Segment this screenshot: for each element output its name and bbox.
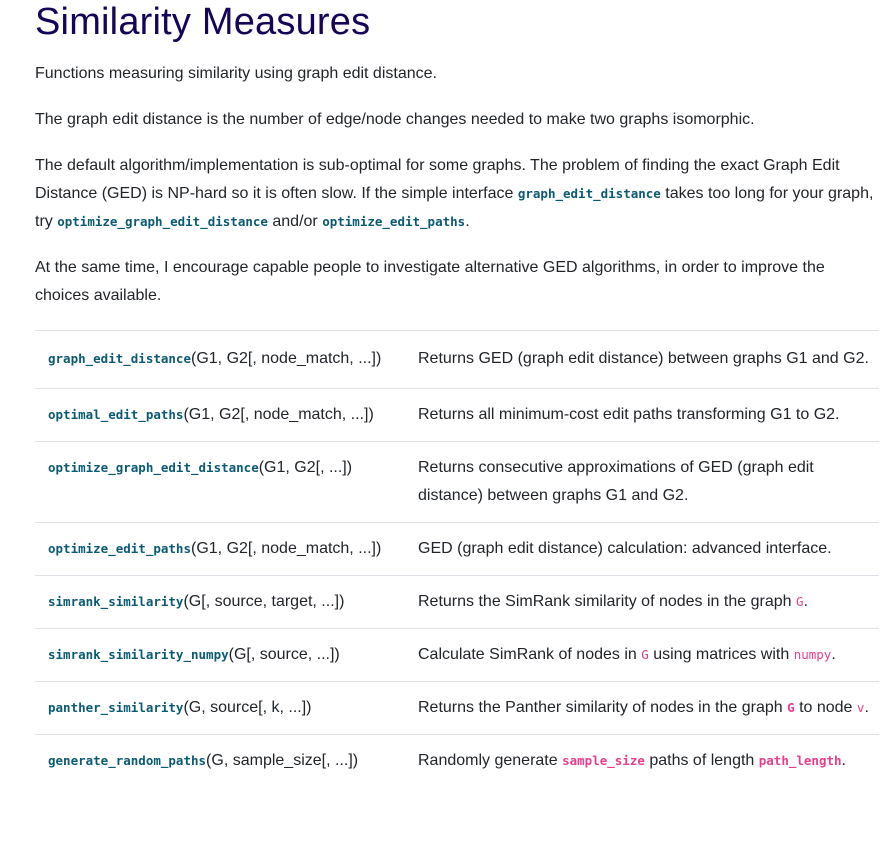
- default-text-1: The default algorithm/implementation is …: [35, 157, 840, 202]
- default-text-4: .: [465, 213, 470, 230]
- function-signature: optimize_edit_paths(G1, G2[, node_match,…: [35, 523, 418, 576]
- description-text: paths of length: [644, 752, 759, 769]
- description-text: .: [831, 646, 836, 663]
- function-link[interactable]: optimize_graph_edit_distance: [48, 460, 259, 475]
- description-text: to node: [794, 699, 857, 716]
- inline-code: path_length: [758, 753, 842, 768]
- description-text: Returns GED (graph edit distance) betwee…: [418, 350, 869, 367]
- function-signature: optimize_graph_edit_distance(G1, G2[, ..…: [35, 442, 418, 523]
- function-signature: simrank_similarity_numpy(G[, source, ...…: [35, 629, 418, 682]
- function-description: Calculate SimRank of nodes in G using ma…: [418, 629, 879, 682]
- function-link[interactable]: graph_edit_distance: [48, 351, 191, 366]
- function-signature: optimal_edit_paths(G1, G2[, node_match, …: [35, 389, 418, 442]
- function-args: (G[, source, ...]): [228, 646, 340, 663]
- function-description: Returns the SimRank similarity of nodes …: [418, 576, 879, 629]
- inline-code: G: [795, 594, 804, 609]
- table-row: optimal_edit_paths(G1, G2[, node_match, …: [35, 388, 879, 442]
- function-description: Randomly generate sample_size paths of l…: [418, 735, 879, 788]
- intro-paragraph: Functions measuring similarity using gra…: [35, 65, 437, 82]
- description-text: .: [864, 699, 869, 716]
- table-row: optimize_graph_edit_distance(G1, G2[, ..…: [35, 441, 879, 523]
- inline-code: sample_size: [562, 753, 645, 768]
- description-text: Randomly generate: [418, 752, 563, 769]
- table-row: graph_edit_distance(G1, G2[, node_match,…: [35, 330, 879, 389]
- description-text: .: [841, 752, 846, 769]
- inline-code: G: [787, 700, 795, 715]
- function-signature: simrank_similarity(G[, source, target, .…: [35, 576, 418, 629]
- function-args: (G1, G2[, node_match, ...]): [191, 350, 382, 367]
- function-link[interactable]: panther_similarity: [48, 700, 184, 715]
- table-row: generate_random_paths(G, sample_size[, .…: [35, 734, 879, 788]
- table-row: panther_similarity(G, source[, k, ...]) …: [35, 681, 879, 735]
- function-description: GED (graph edit distance) calculation: a…: [418, 523, 879, 576]
- page-content: Similarity Measures Functions measuring …: [35, 1, 879, 787]
- ged-definition-paragraph: The graph edit distance is the number of…: [35, 111, 755, 128]
- default-algorithm-paragraph: The default algorithm/implementation is …: [35, 152, 879, 236]
- function-args: (G1, G2[, node_match, ...]): [183, 406, 374, 423]
- optimize-graph-edit-distance-link[interactable]: optimize_graph_edit_distance: [57, 214, 268, 229]
- default-text-3: and/or: [267, 213, 323, 230]
- description-text: Calculate SimRank of nodes in: [418, 646, 642, 663]
- description-text: Returns all minimum-cost edit paths tran…: [418, 406, 840, 423]
- function-args: (G, source[, k, ...]): [183, 699, 312, 716]
- function-args: (G[, source, target, ...]): [183, 593, 345, 610]
- description-text: GED (graph edit distance) calculation: a…: [418, 540, 832, 557]
- function-link[interactable]: optimal_edit_paths: [48, 407, 184, 422]
- page-title: Similarity Measures: [35, 1, 371, 43]
- table-row: simrank_similarity_numpy(G[, source, ...…: [35, 628, 879, 682]
- description-text: Returns the SimRank similarity of nodes …: [418, 593, 796, 610]
- function-args: (G, sample_size[, ...]): [206, 752, 359, 769]
- function-link[interactable]: simrank_similarity_numpy: [48, 647, 229, 662]
- graph-edit-distance-link[interactable]: graph_edit_distance: [517, 186, 661, 201]
- function-link[interactable]: optimize_edit_paths: [48, 541, 191, 556]
- function-link[interactable]: simrank_similarity: [48, 594, 184, 609]
- function-description: Returns all minimum-cost edit paths tran…: [418, 389, 879, 442]
- description-text: Returns consecutive approximations of GE…: [418, 459, 814, 504]
- inline-code: G: [641, 647, 649, 662]
- functions-table: graph_edit_distance(G1, G2[, node_match,…: [35, 330, 879, 787]
- function-description: Returns GED (graph edit distance) betwee…: [418, 331, 879, 389]
- description-text: using matrices with: [648, 646, 794, 663]
- inline-code: v: [856, 700, 865, 715]
- function-args: (G1, G2[, node_match, ...]): [191, 540, 382, 557]
- function-signature: panther_similarity(G, source[, k, ...]): [35, 682, 418, 735]
- table-row: simrank_similarity(G[, source, target, .…: [35, 575, 879, 629]
- function-signature: generate_random_paths(G, sample_size[, .…: [35, 735, 418, 788]
- description-text: Returns the Panther similarity of nodes …: [418, 699, 788, 716]
- function-description: Returns consecutive approximations of GE…: [418, 442, 879, 523]
- description-text: .: [803, 593, 808, 610]
- encourage-paragraph: At the same time, I encourage capable pe…: [35, 259, 825, 304]
- default-text-2: takes too long for your graph, try: [35, 185, 874, 230]
- function-description: Returns the Panther similarity of nodes …: [418, 682, 879, 735]
- numpy-code: numpy: [793, 647, 832, 662]
- function-link[interactable]: generate_random_paths: [48, 753, 207, 768]
- optimize-edit-paths-link[interactable]: optimize_edit_paths: [322, 214, 466, 229]
- function-args: (G1, G2[, ...]): [258, 459, 353, 476]
- table-row: optimize_edit_paths(G1, G2[, node_match,…: [35, 522, 879, 576]
- function-signature: graph_edit_distance(G1, G2[, node_match,…: [35, 331, 418, 389]
